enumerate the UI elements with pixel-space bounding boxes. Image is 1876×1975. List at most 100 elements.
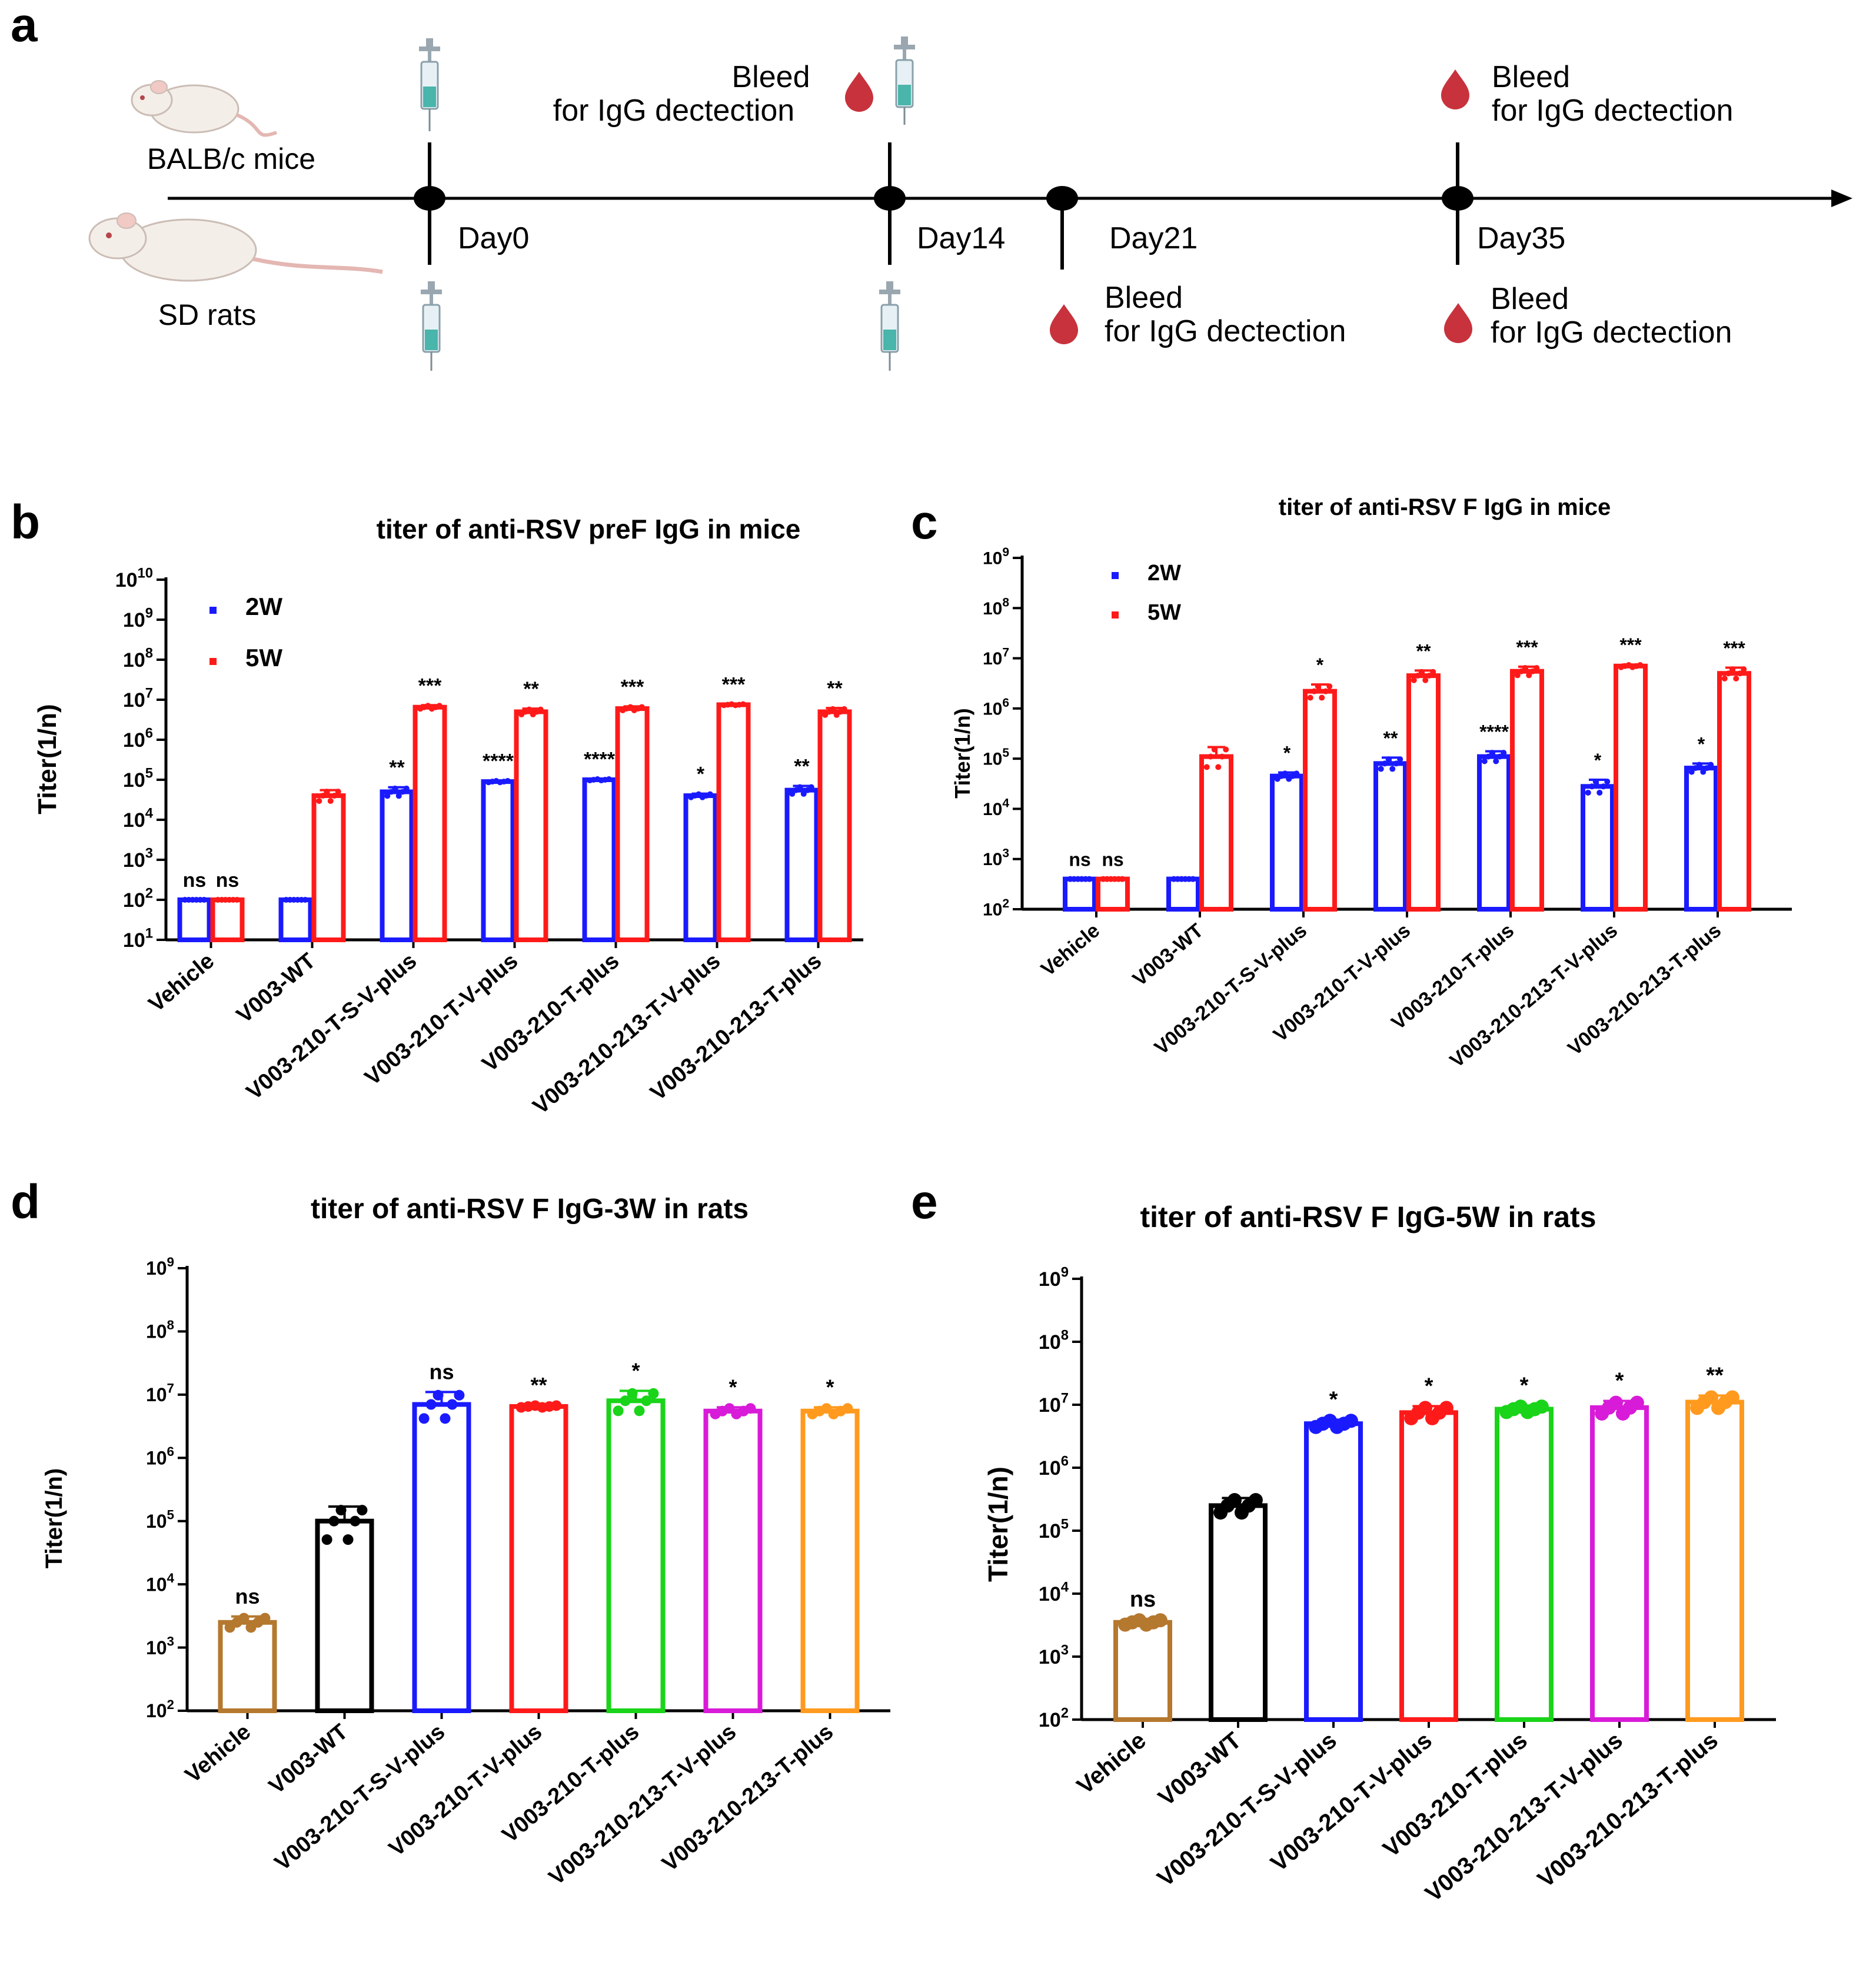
data-point bbox=[1211, 746, 1218, 753]
data-point bbox=[808, 784, 814, 790]
data-point bbox=[526, 706, 533, 713]
data-point bbox=[830, 706, 836, 712]
data-point bbox=[1426, 673, 1432, 679]
bleed-purpose-day35-rats: for IgG dectection bbox=[1491, 315, 1732, 350]
significance-label: *** bbox=[621, 676, 644, 698]
data-point bbox=[1086, 876, 1093, 882]
significance-label: ns bbox=[1130, 1587, 1156, 1612]
timeline-arrowhead bbox=[1831, 189, 1852, 207]
data-point bbox=[1326, 683, 1333, 690]
y-tick-label: 102 bbox=[146, 1697, 174, 1721]
y-tick-label: 105 bbox=[983, 746, 1009, 769]
significance-label: ** bbox=[523, 678, 539, 700]
syringe-icon bbox=[894, 36, 915, 125]
data-point bbox=[327, 798, 334, 804]
significance-label: **** bbox=[483, 750, 514, 773]
data-point bbox=[1704, 765, 1710, 772]
data-point bbox=[1692, 765, 1699, 772]
data-point bbox=[707, 791, 713, 797]
legend-label: 5W bbox=[1147, 600, 1181, 625]
data-point bbox=[1422, 677, 1429, 683]
bleed-purpose-day35-mice: for IgG dectection bbox=[1492, 94, 1733, 128]
significance-label: ** bbox=[1706, 1363, 1724, 1388]
y-tick-label: 1010 bbox=[115, 566, 153, 591]
significance-label: ** bbox=[1416, 640, 1431, 661]
significance-label: * bbox=[1594, 750, 1602, 771]
data-point bbox=[1725, 1390, 1739, 1405]
data-point bbox=[1418, 1401, 1433, 1415]
significance-label: * bbox=[697, 763, 705, 786]
data-point bbox=[331, 793, 338, 799]
data-point bbox=[1696, 762, 1702, 768]
significance-label: ** bbox=[530, 1373, 547, 1397]
y-tick-label: 108 bbox=[146, 1318, 174, 1342]
panel-label: b bbox=[11, 496, 40, 549]
y-tick-label: 106 bbox=[1039, 1454, 1069, 1479]
y-tick-label: 103 bbox=[123, 846, 153, 872]
y-tick-label: 108 bbox=[1039, 1328, 1069, 1354]
y-tick-label: 109 bbox=[146, 1255, 174, 1279]
data-point bbox=[392, 785, 398, 792]
data-point bbox=[316, 798, 322, 804]
y-axis-label: Titer(1/n) bbox=[950, 708, 974, 798]
y-tick-label: 104 bbox=[146, 1571, 175, 1595]
day14-label: Day14 bbox=[917, 221, 1005, 255]
y-tick-label: 104 bbox=[123, 806, 154, 832]
data-point bbox=[641, 1395, 652, 1407]
y-tick-label: 107 bbox=[123, 686, 153, 711]
data-point bbox=[302, 897, 308, 903]
data-point bbox=[1700, 769, 1707, 775]
data-point bbox=[537, 706, 544, 713]
data-point bbox=[395, 793, 402, 799]
y-tick-label: 108 bbox=[123, 646, 153, 671]
data-point bbox=[1637, 661, 1644, 668]
significance-label: ** bbox=[827, 677, 843, 700]
y-tick-label: 108 bbox=[983, 596, 1009, 619]
data-point bbox=[1282, 770, 1288, 777]
significance-label: * bbox=[1615, 1369, 1624, 1394]
day35-label: Day35 bbox=[1477, 221, 1565, 255]
data-point bbox=[1721, 675, 1728, 681]
bleed-label-day35-mice: Bleed bbox=[1492, 60, 1570, 94]
data-point bbox=[342, 1534, 354, 1545]
significance-label: ns bbox=[1102, 849, 1123, 870]
day0-label: Day0 bbox=[458, 221, 529, 255]
data-point bbox=[384, 793, 391, 799]
data-point bbox=[800, 790, 807, 797]
rats-label: SD rats bbox=[158, 298, 257, 331]
data-point bbox=[1729, 666, 1735, 673]
data-point bbox=[1393, 760, 1399, 767]
data-point bbox=[1629, 1395, 1644, 1410]
data-point bbox=[1741, 666, 1747, 673]
y-tick-label: 109 bbox=[1039, 1265, 1069, 1291]
data-point bbox=[1215, 764, 1222, 770]
chart-title: titer of anti-RSV F IgG-3W in rats bbox=[311, 1193, 749, 1225]
significance-label: * bbox=[826, 1375, 834, 1399]
data-point bbox=[1589, 783, 1595, 790]
legend-label: 2W bbox=[245, 593, 282, 620]
blood-drop-icon bbox=[1050, 304, 1078, 344]
legend-swatch bbox=[209, 658, 217, 665]
data-point bbox=[1223, 746, 1229, 753]
data-point bbox=[321, 1534, 332, 1545]
significance-label: *** bbox=[722, 673, 746, 696]
data-point bbox=[1596, 789, 1603, 796]
y-axis-label: Titer(1/n) bbox=[983, 1467, 1013, 1582]
data-point bbox=[1704, 1390, 1719, 1405]
data-point bbox=[400, 789, 406, 795]
data-point bbox=[1737, 670, 1743, 677]
timepoint-day21: Day21 bbox=[1046, 186, 1198, 270]
timepoint-day35: Day35 bbox=[1442, 142, 1565, 265]
y-tick-label: 105 bbox=[1039, 1517, 1069, 1542]
legend-swatch bbox=[1112, 572, 1119, 579]
data-point bbox=[740, 701, 746, 707]
data-point bbox=[1526, 672, 1532, 679]
data-point bbox=[1481, 758, 1488, 764]
significance-label: ns bbox=[235, 1584, 260, 1608]
data-point bbox=[447, 1399, 458, 1410]
significance-label: * bbox=[1425, 1374, 1433, 1398]
y-tick-label: 106 bbox=[146, 1444, 174, 1468]
data-point bbox=[1397, 756, 1403, 763]
bleed-label-day14: Bleed bbox=[732, 60, 810, 94]
